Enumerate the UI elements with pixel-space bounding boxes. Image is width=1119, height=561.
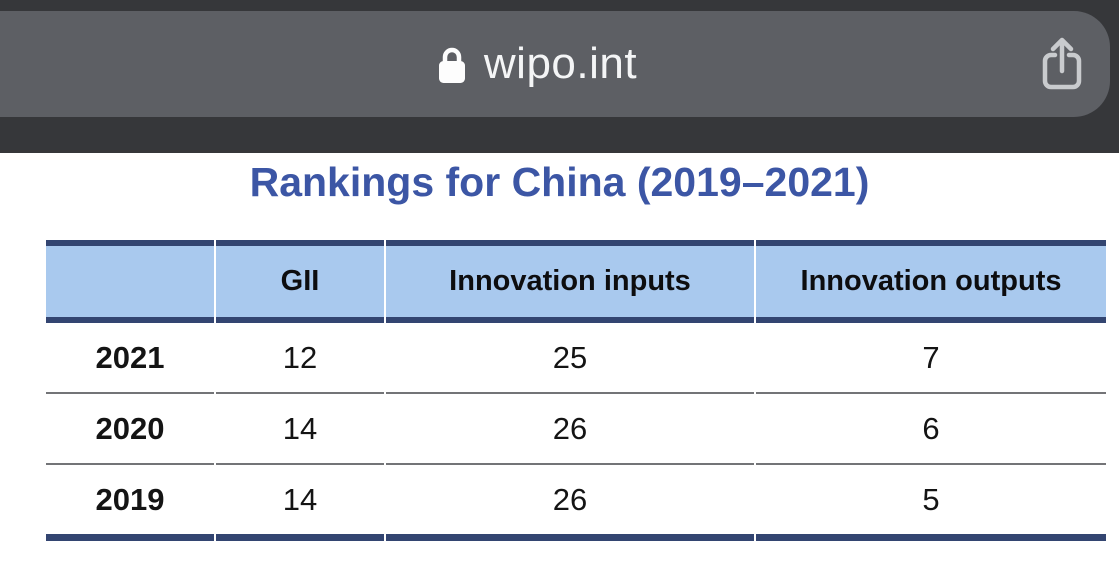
browser-chrome: wipo.int [0,0,1119,153]
page-content: Rankings for China (2019–2021) GII Innov… [0,157,1119,541]
url-display: wipo.int [437,39,637,89]
cell-innovation-inputs: 26 [386,465,754,541]
table-row-2020: 2020 14 26 6 [46,394,1106,465]
table-header-row: GII Innovation inputs Innovation outputs [46,240,1106,323]
cell-innovation-inputs: 25 [386,323,754,394]
cell-gii: 14 [216,394,384,465]
column-header-gii: GII [216,240,384,323]
cell-innovation-outputs: 5 [756,465,1106,541]
column-header-empty [46,240,214,323]
column-header-innovation-inputs: Innovation inputs [386,240,754,323]
row-header-year: 2020 [46,394,214,465]
share-icon[interactable] [1040,35,1084,93]
url-bar[interactable]: wipo.int [0,11,1110,117]
lock-icon [438,47,465,83]
table-row-2019: 2019 14 26 5 [46,465,1106,541]
page-title: Rankings for China (2019–2021) [249,159,870,205]
rankings-table: GII Innovation inputs Innovation outputs… [44,240,1108,541]
cell-gii: 14 [216,465,384,541]
row-header-year: 2021 [46,323,214,394]
column-header-innovation-outputs: Innovation outputs [756,240,1106,323]
cell-innovation-outputs: 7 [756,323,1106,394]
url-text: wipo.int [483,39,638,88]
row-header-year: 2019 [46,465,214,541]
cell-gii: 12 [216,323,384,394]
table-row-2021: 2021 12 25 7 [46,323,1106,394]
cell-innovation-inputs: 26 [386,394,754,465]
cell-innovation-outputs: 6 [756,394,1106,465]
